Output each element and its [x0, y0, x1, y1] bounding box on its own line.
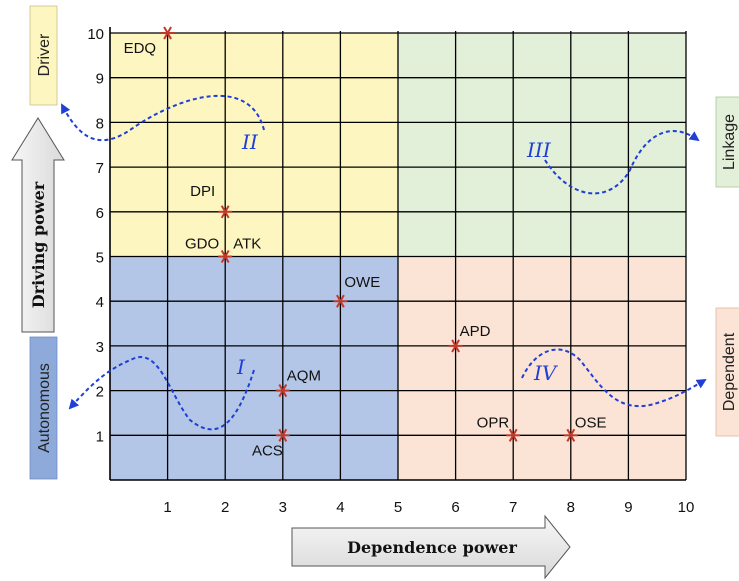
x-tick-labels: 1 2 3 4 5 6 7 8 9 10: [163, 499, 694, 516]
y-tick-label: 1: [96, 428, 104, 445]
quadrant-backgrounds: [110, 33, 686, 480]
y-tick-label: 2: [96, 384, 104, 401]
x-tick-label: 7: [509, 499, 517, 516]
point-marker: [448, 339, 463, 353]
y-tick-labels: 1 2 3 4 5 6 7 8 9 10: [87, 26, 104, 445]
quadrant-4-bg: [398, 256, 686, 480]
point-label: AQM: [287, 368, 321, 385]
x-tick-label: 8: [567, 499, 575, 516]
y-tick-label: 5: [96, 250, 104, 267]
quadrant-annotations: II III I IV: [61, 94, 707, 431]
y-tick-label: 8: [96, 115, 104, 132]
y-tick-label: 3: [96, 339, 104, 356]
point-marker: [275, 384, 290, 398]
dashed-arrow-linkage: [544, 130, 700, 195]
point-marker: [563, 428, 578, 442]
y-tick-label: 6: [96, 205, 104, 222]
point-label: OWE: [344, 274, 380, 291]
side-box-driver: Driver: [29, 5, 58, 106]
quadrant-2-bg: [110, 33, 398, 257]
x-tick-label: 5: [394, 499, 402, 516]
axes: [109, 27, 686, 481]
side-label-linkage: Linkage: [721, 114, 738, 170]
point-label: GDO: [185, 236, 219, 253]
point-label: OSE: [575, 414, 607, 431]
point-label: DPI: [190, 183, 215, 200]
quadrant-label-3: III: [526, 138, 552, 162]
y-axis-arrow: Driving power: [11, 117, 65, 333]
x-tick-label: 1: [163, 499, 171, 516]
quadrant-label-1: I: [236, 355, 246, 379]
side-box-autonomous: Autonomous: [29, 336, 58, 480]
grid-lines: [110, 31, 687, 480]
point-label: ACS: [252, 442, 283, 459]
point-marker: [160, 26, 175, 40]
x-tick-label: 4: [336, 499, 344, 516]
dashed-arrow-driver: [61, 94, 265, 142]
y-axis-label: Driving power: [29, 181, 48, 308]
point-marker: [275, 428, 290, 442]
x-tick-label: 9: [624, 499, 632, 516]
data-points: EDQ DPI GDO ATK OWE AQM ACS APD OPR OSE: [124, 26, 607, 459]
point-label: ATK: [233, 236, 261, 253]
point-label: OPR: [477, 414, 510, 431]
x-tick-label: 10: [678, 499, 695, 516]
y-tick-label: 7: [96, 160, 104, 177]
dashed-arrow-dependent: [521, 348, 707, 408]
point-label: APD: [460, 323, 491, 340]
x-tick-label: 3: [279, 499, 287, 516]
side-label-dependent: Dependent: [721, 332, 738, 411]
y-tick-label: 4: [96, 294, 104, 311]
point-marker: [218, 205, 233, 219]
point-label: EDQ: [124, 40, 157, 57]
side-label-autonomous: Autonomous: [36, 363, 53, 453]
x-tick-label: 6: [451, 499, 459, 516]
side-label-driver: Driver: [36, 33, 53, 76]
x-axis-arrow: Dependence power: [291, 514, 571, 580]
y-tick-label: 10: [87, 26, 104, 43]
quadrant-label-4: IV: [533, 361, 559, 385]
quadrant-3-bg: [398, 33, 686, 257]
dashed-arrow-autonomous: [68, 356, 255, 431]
y-tick-label: 9: [96, 71, 104, 88]
x-tick-label: 2: [221, 499, 229, 516]
point-marker: [506, 428, 521, 442]
point-marker: [218, 249, 233, 264]
quadrant-label-2: II: [241, 130, 259, 154]
x-axis-label: Dependence power: [347, 538, 517, 557]
side-box-linkage: Linkage: [715, 96, 739, 188]
side-box-dependent: Dependent: [715, 307, 739, 437]
point-marker: [333, 294, 348, 308]
